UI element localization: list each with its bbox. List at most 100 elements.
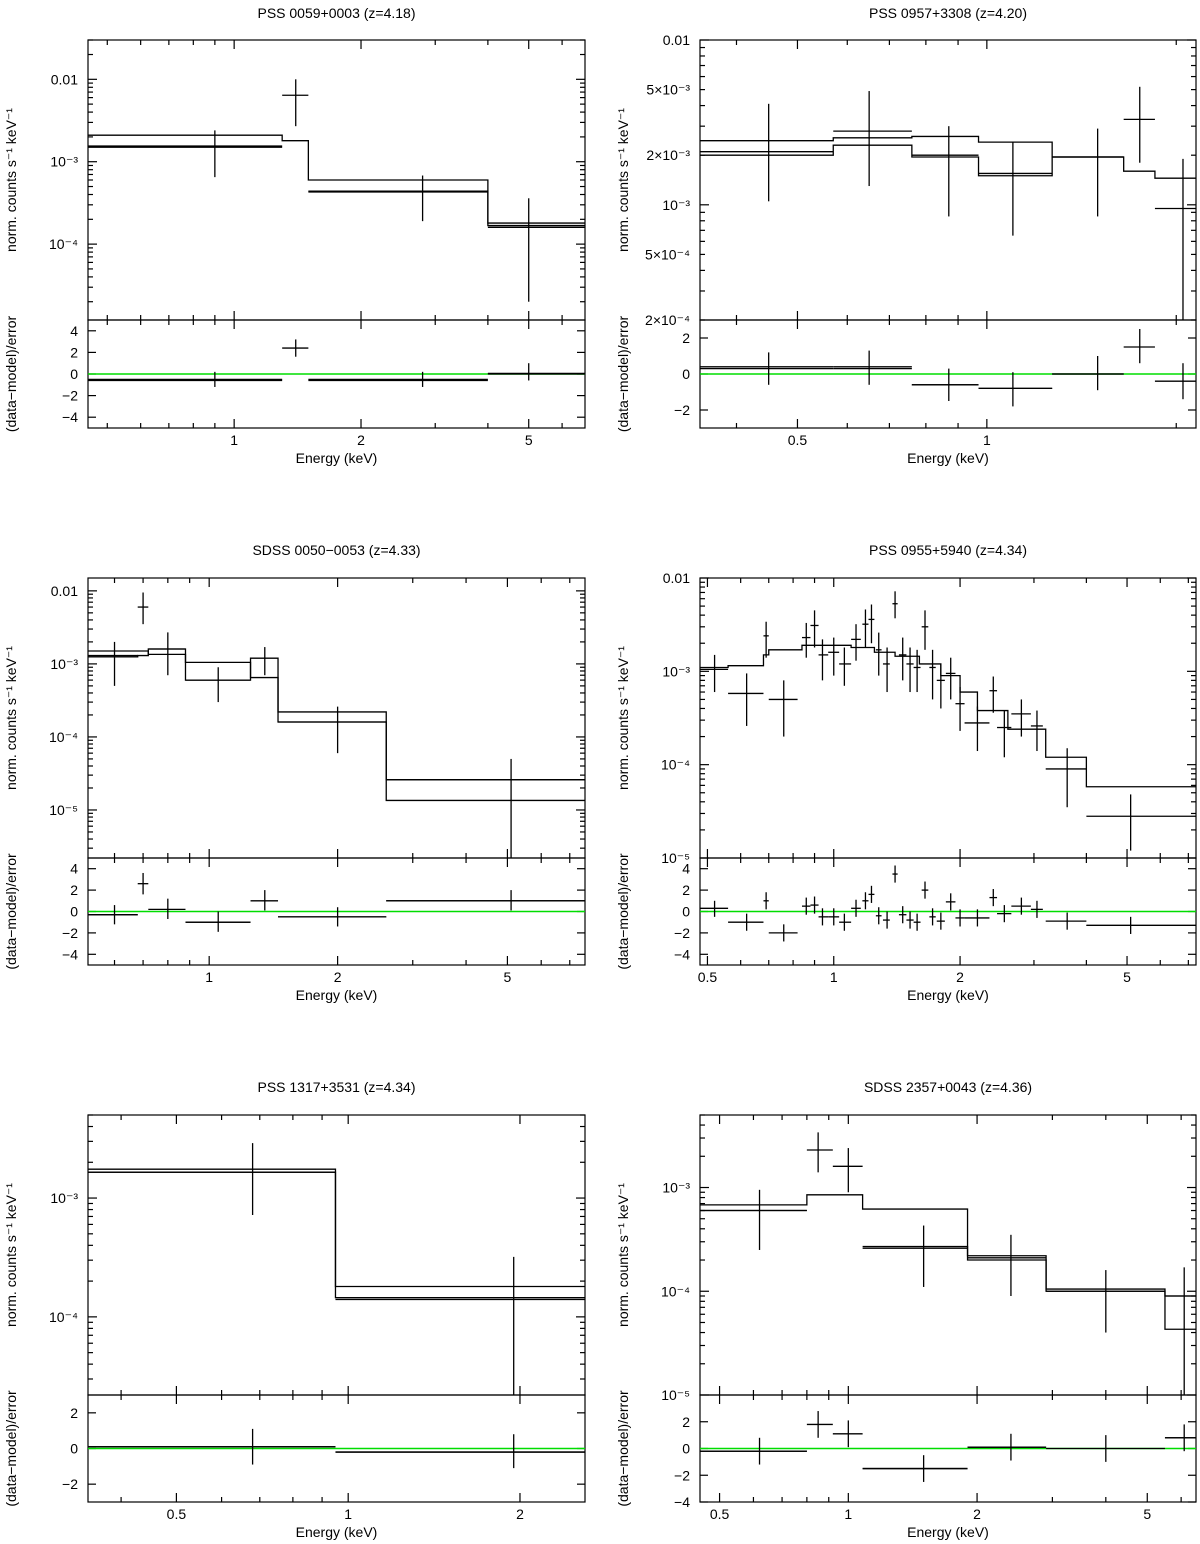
residual-y-tick-label: 2	[70, 1405, 78, 1421]
spectrum-axes-frame	[87, 1114, 586, 1396]
x-tick-label: 5	[1123, 969, 1131, 985]
x-tick-label: 0.5	[788, 432, 808, 448]
x-tick-label: 1	[205, 969, 213, 985]
y-axis-label: norm. counts s⁻¹ keV⁻¹	[615, 646, 631, 790]
y-axis-label: norm. counts s⁻¹ keV⁻¹	[615, 1183, 631, 1327]
residual-y-axis-label: (data−model)/error	[615, 853, 631, 970]
residual-y-tick-label: 0	[682, 366, 690, 382]
residual-y-tick-label: 4	[70, 323, 78, 339]
residual-y-tick-label: 0	[70, 904, 78, 920]
x-tick-label: 2	[956, 969, 964, 985]
residual-y-tick-label: −4	[62, 409, 78, 425]
y-tick-label: 10⁻⁴	[661, 1283, 690, 1299]
y-tick-label: 10⁻⁴	[49, 1309, 78, 1325]
y-tick-label: 10⁻³	[50, 1190, 78, 1206]
y-tick-label: 0.01	[51, 71, 78, 87]
spectrum-panel-3: SDSS 0050−0053 (z=4.33) 1 2 5 Energy (keV) 0.…	[3, 542, 586, 1003]
spectrum-panel-1: PSS 0059+0003 (z=4.18) 1 2 5 Energy (keV) 0.0…	[3, 5, 586, 466]
y-tick-label: 10⁻⁵	[661, 1387, 690, 1403]
residual-y-tick-label: 2	[682, 882, 690, 898]
spectrum-plot-area	[88, 1143, 585, 1395]
y-tick-label: 10⁻⁵	[661, 850, 690, 866]
spectrum-axes-frame	[699, 39, 1197, 321]
residual-y-tick-label: 4	[70, 861, 78, 877]
model-step-curve-1	[700, 1194, 1196, 1330]
x-tick-label: 0.5	[710, 1506, 730, 1522]
residual-y-tick-label: 2	[70, 882, 78, 898]
x-tick-label: 0.5	[167, 1506, 187, 1522]
x-axis-label: Energy (keV)	[296, 1524, 378, 1540]
residual-y-axis-label: (data−model)/error	[3, 853, 19, 970]
y-tick-label: 10⁻³	[662, 1180, 690, 1196]
spectrum-axes-frame	[699, 1114, 1197, 1396]
spectrum-panel-6: SDSS 2357+0043 (z=4.36) 0.5 1 2 5 Energy (keV…	[615, 1079, 1197, 1540]
y-axis-label: norm. counts s⁻¹ keV⁻¹	[3, 646, 19, 790]
y-tick-label: 2×10⁻⁴	[645, 312, 690, 328]
x-axis-label: Energy (keV)	[907, 1524, 989, 1540]
spectrum-plot-area	[700, 591, 1196, 851]
residual-y-tick-label: 2	[682, 1414, 690, 1430]
x-tick-label: 5	[525, 432, 533, 448]
residual-y-axis-label: (data−model)/error	[615, 315, 631, 432]
x-tick-label: 0.5	[698, 969, 718, 985]
residual-plot-area	[88, 872, 585, 932]
model-step-curve-1	[88, 1168, 585, 1288]
spectrum-plot-area	[700, 86, 1196, 320]
residual-y-tick-label: 0	[70, 1441, 78, 1457]
panel-title: PSS 1317+3531 (z=4.34)	[257, 1079, 415, 1095]
y-tick-label: 10⁻³	[50, 656, 78, 672]
x-tick-label: 2	[334, 969, 342, 985]
model-step-curve-2	[88, 145, 585, 227]
y-tick-label: 10⁻⁵	[49, 802, 78, 818]
panel-title: PSS 0059+0003 (z=4.18)	[257, 5, 415, 21]
y-tick-label: 10⁻³	[662, 197, 690, 213]
residual-y-axis-label: (data−model)/error	[3, 315, 19, 432]
y-tick-label: 10⁻⁴	[49, 236, 78, 252]
residual-y-tick-label: 2	[682, 330, 690, 346]
residual-y-tick-label: −2	[674, 1467, 690, 1483]
y-tick-label: 5×10⁻³	[646, 82, 690, 98]
spectrum-panel-5: PSS 1317+3531 (z=4.34) 0.5 1 2 Energy (keV) 1…	[3, 1079, 586, 1540]
residual-plot-area	[700, 1411, 1196, 1482]
residual-y-tick-label: −2	[674, 925, 690, 941]
panel-title: PSS 0957+3308 (z=4.20)	[869, 5, 1027, 21]
model-step-curve-1	[700, 644, 1196, 788]
y-tick-label: 10⁻⁴	[49, 729, 78, 745]
panel-title: SDSS 0050−0053 (z=4.33)	[252, 542, 420, 558]
residual-y-tick-label: −4	[674, 946, 690, 962]
x-axis-label: Energy (keV)	[296, 450, 378, 466]
x-tick-label: 5	[504, 969, 512, 985]
x-tick-label: 5	[1143, 1506, 1151, 1522]
x-tick-label: 2	[973, 1506, 981, 1522]
residual-y-tick-label: 0	[70, 366, 78, 382]
residual-plot-area	[700, 329, 1196, 407]
model-step-curve-2	[88, 1171, 585, 1299]
x-tick-label: 1	[344, 1506, 352, 1522]
spectrum-plot-area	[88, 592, 585, 858]
model-step-curve-2	[700, 144, 1124, 177]
y-tick-label: 10⁻³	[662, 663, 690, 679]
x-axis-label: Energy (keV)	[296, 987, 378, 1003]
residual-y-tick-label: 0	[682, 904, 690, 920]
residual-y-axis-label: (data−model)/error	[3, 1390, 19, 1507]
residual-y-tick-label: −2	[674, 402, 690, 418]
spectrum-panel-2: PSS 0957+3308 (z=4.20) 0.5 1 Energy (keV) 0.…	[615, 5, 1197, 466]
model-step-curve-2	[700, 1209, 1196, 1297]
x-tick-label: 1	[830, 969, 838, 985]
y-tick-label: 2×10⁻³	[646, 147, 690, 163]
x-tick-label: 2	[516, 1506, 524, 1522]
y-tick-label: 10⁻⁴	[661, 757, 690, 773]
spectrum-plot-area	[88, 79, 585, 302]
spectrum-plot-area	[700, 1132, 1196, 1395]
residual-y-axis-label: (data−model)/error	[615, 1390, 631, 1507]
x-tick-label: 2	[357, 432, 365, 448]
residual-y-tick-label: −4	[62, 946, 78, 962]
panel-title: PSS 0955+5940 (z=4.34)	[869, 542, 1027, 558]
x-tick-label: 1	[983, 432, 991, 448]
residual-y-tick-label: 2	[70, 344, 78, 360]
model-step-curve-1	[700, 135, 1196, 179]
residual-y-tick-label: −2	[62, 925, 78, 941]
x-tick-label: 1	[230, 432, 238, 448]
x-tick-label: 1	[844, 1506, 852, 1522]
